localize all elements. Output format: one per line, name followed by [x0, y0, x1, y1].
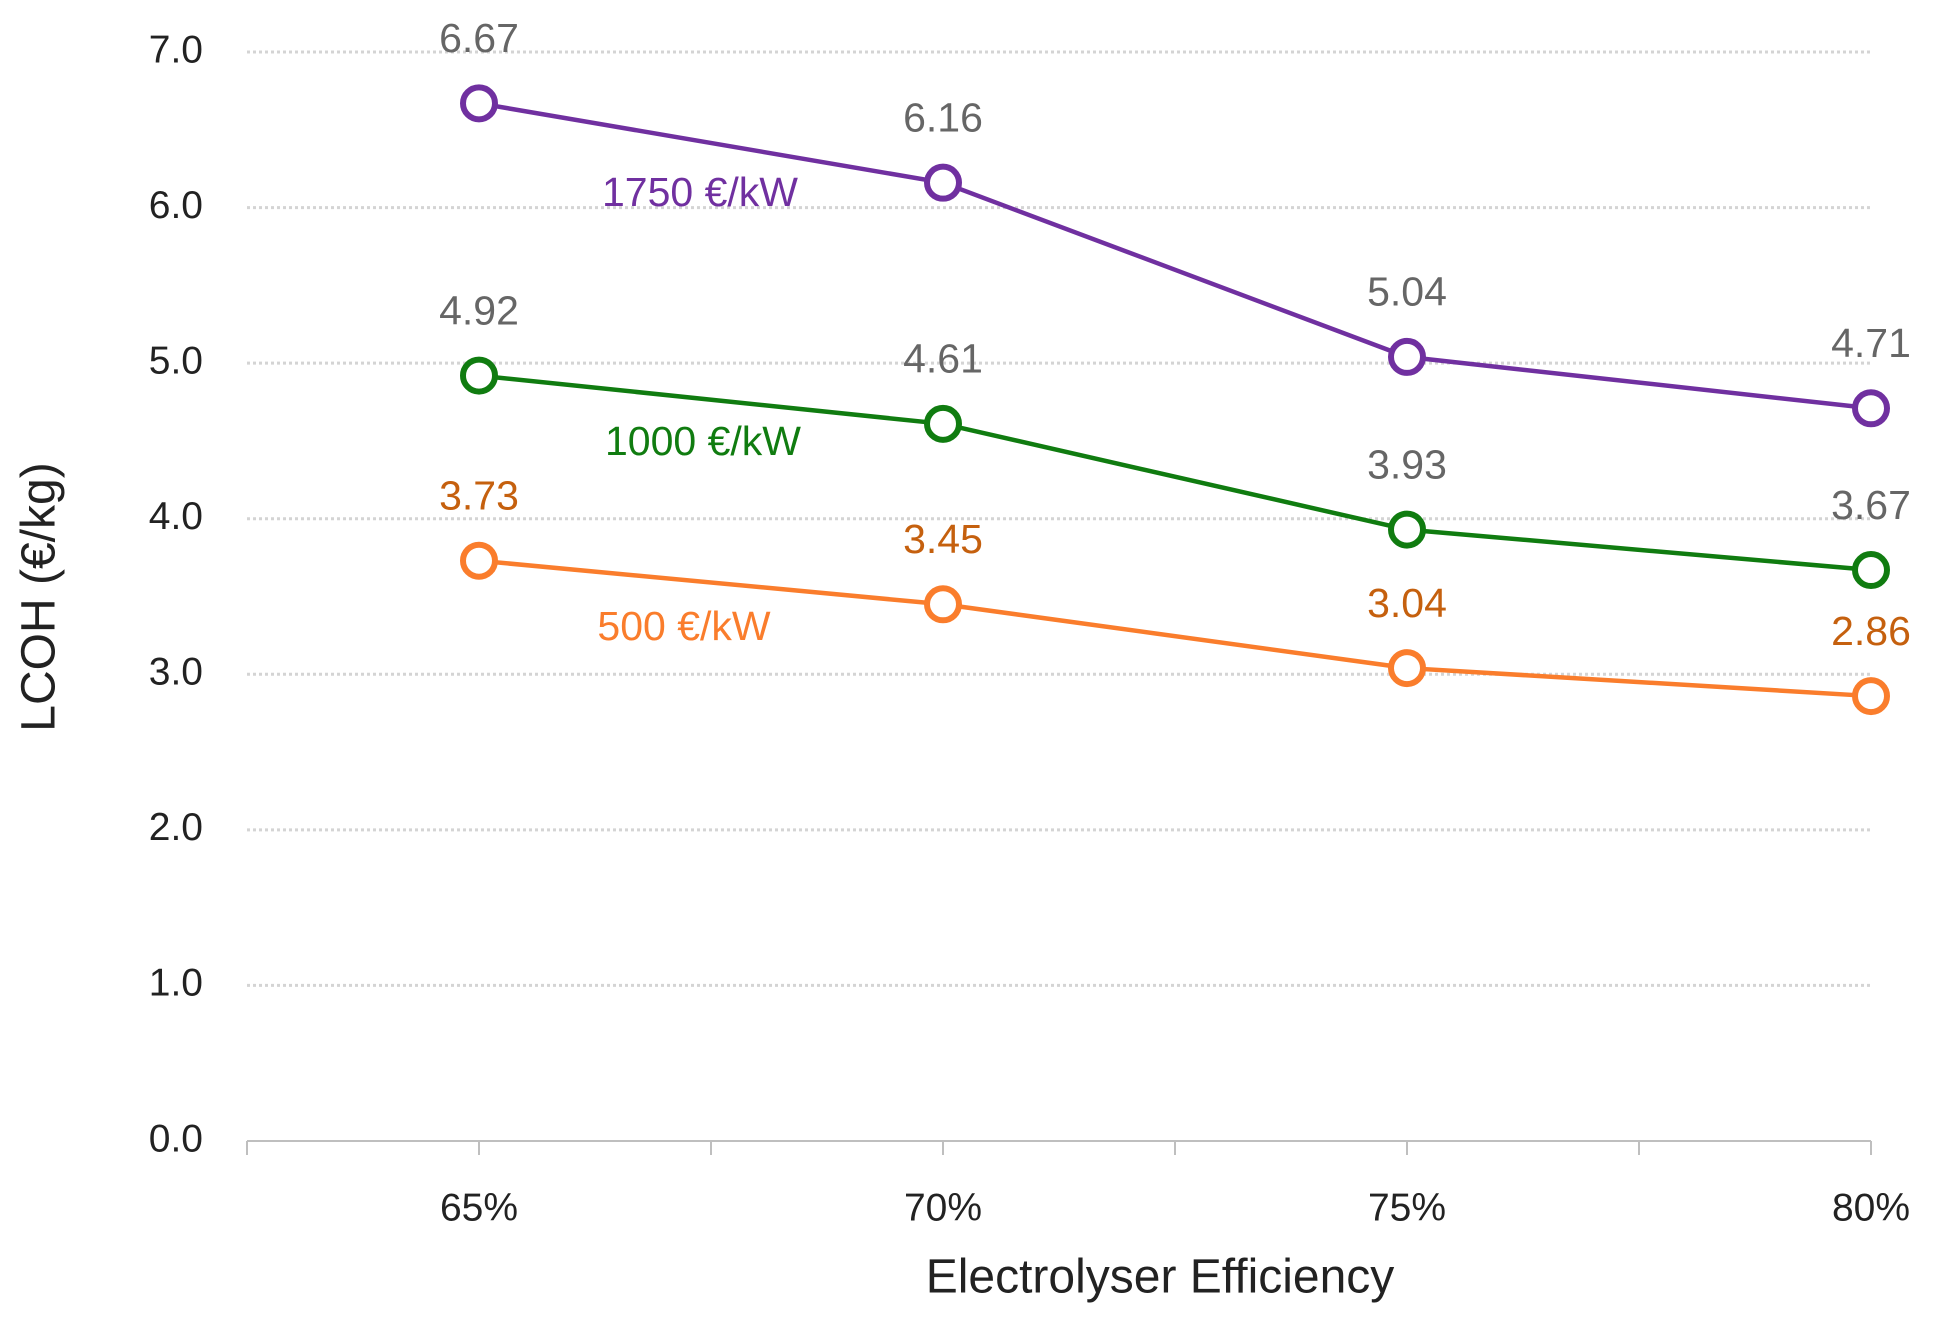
data-label: 3.93	[1367, 441, 1447, 487]
series-label: 1000 €/kW	[605, 418, 801, 464]
marker	[1852, 389, 1890, 428]
data-label: 2.86	[1831, 608, 1911, 654]
series-label: 1750 €/kW	[602, 169, 798, 215]
y-tick-label: 0.0	[149, 1117, 203, 1160]
marker	[1388, 510, 1426, 549]
y-axis-title: LCOH (€/kg)	[13, 462, 66, 731]
data-label: 3.67	[1831, 482, 1911, 528]
marker	[1388, 337, 1426, 376]
marker	[1852, 551, 1890, 590]
marker	[924, 404, 962, 443]
y-tick-label: 5.0	[149, 339, 203, 382]
marker	[924, 163, 962, 202]
data-label: 6.16	[903, 95, 983, 141]
marker	[460, 84, 498, 123]
x-tick-label: 70%	[904, 1186, 982, 1229]
data-label: 5.04	[1367, 269, 1447, 315]
data-label: 3.45	[903, 516, 983, 562]
data-label: 6.67	[439, 15, 519, 61]
marker	[1388, 649, 1426, 688]
marker	[924, 585, 962, 624]
data-label: 3.73	[439, 473, 519, 519]
x-axis-title: Electrolyser Efficiency	[926, 1251, 1395, 1304]
y-tick-label: 7.0	[149, 28, 203, 71]
x-tick-label: 80%	[1832, 1186, 1910, 1229]
marker	[460, 541, 498, 580]
marker	[460, 356, 498, 395]
marker	[1852, 677, 1890, 716]
x-tick-label: 65%	[440, 1186, 518, 1229]
data-label: 4.71	[1831, 320, 1911, 366]
y-tick-label: 1.0	[149, 962, 203, 1005]
data-label: 4.92	[439, 287, 519, 333]
y-tick-label: 4.0	[149, 495, 203, 538]
y-tick-label: 2.0	[149, 806, 203, 849]
data-label: 3.04	[1367, 580, 1447, 626]
y-tick-label: 6.0	[149, 184, 203, 227]
y-tick-label: 3.0	[149, 651, 203, 694]
series-label: 500 €/kW	[597, 603, 770, 649]
x-tick-label: 75%	[1368, 1186, 1446, 1229]
series-line	[478, 558, 1872, 699]
series-line	[478, 101, 1872, 411]
series-line	[478, 373, 1872, 573]
data-label: 4.61	[903, 336, 983, 382]
